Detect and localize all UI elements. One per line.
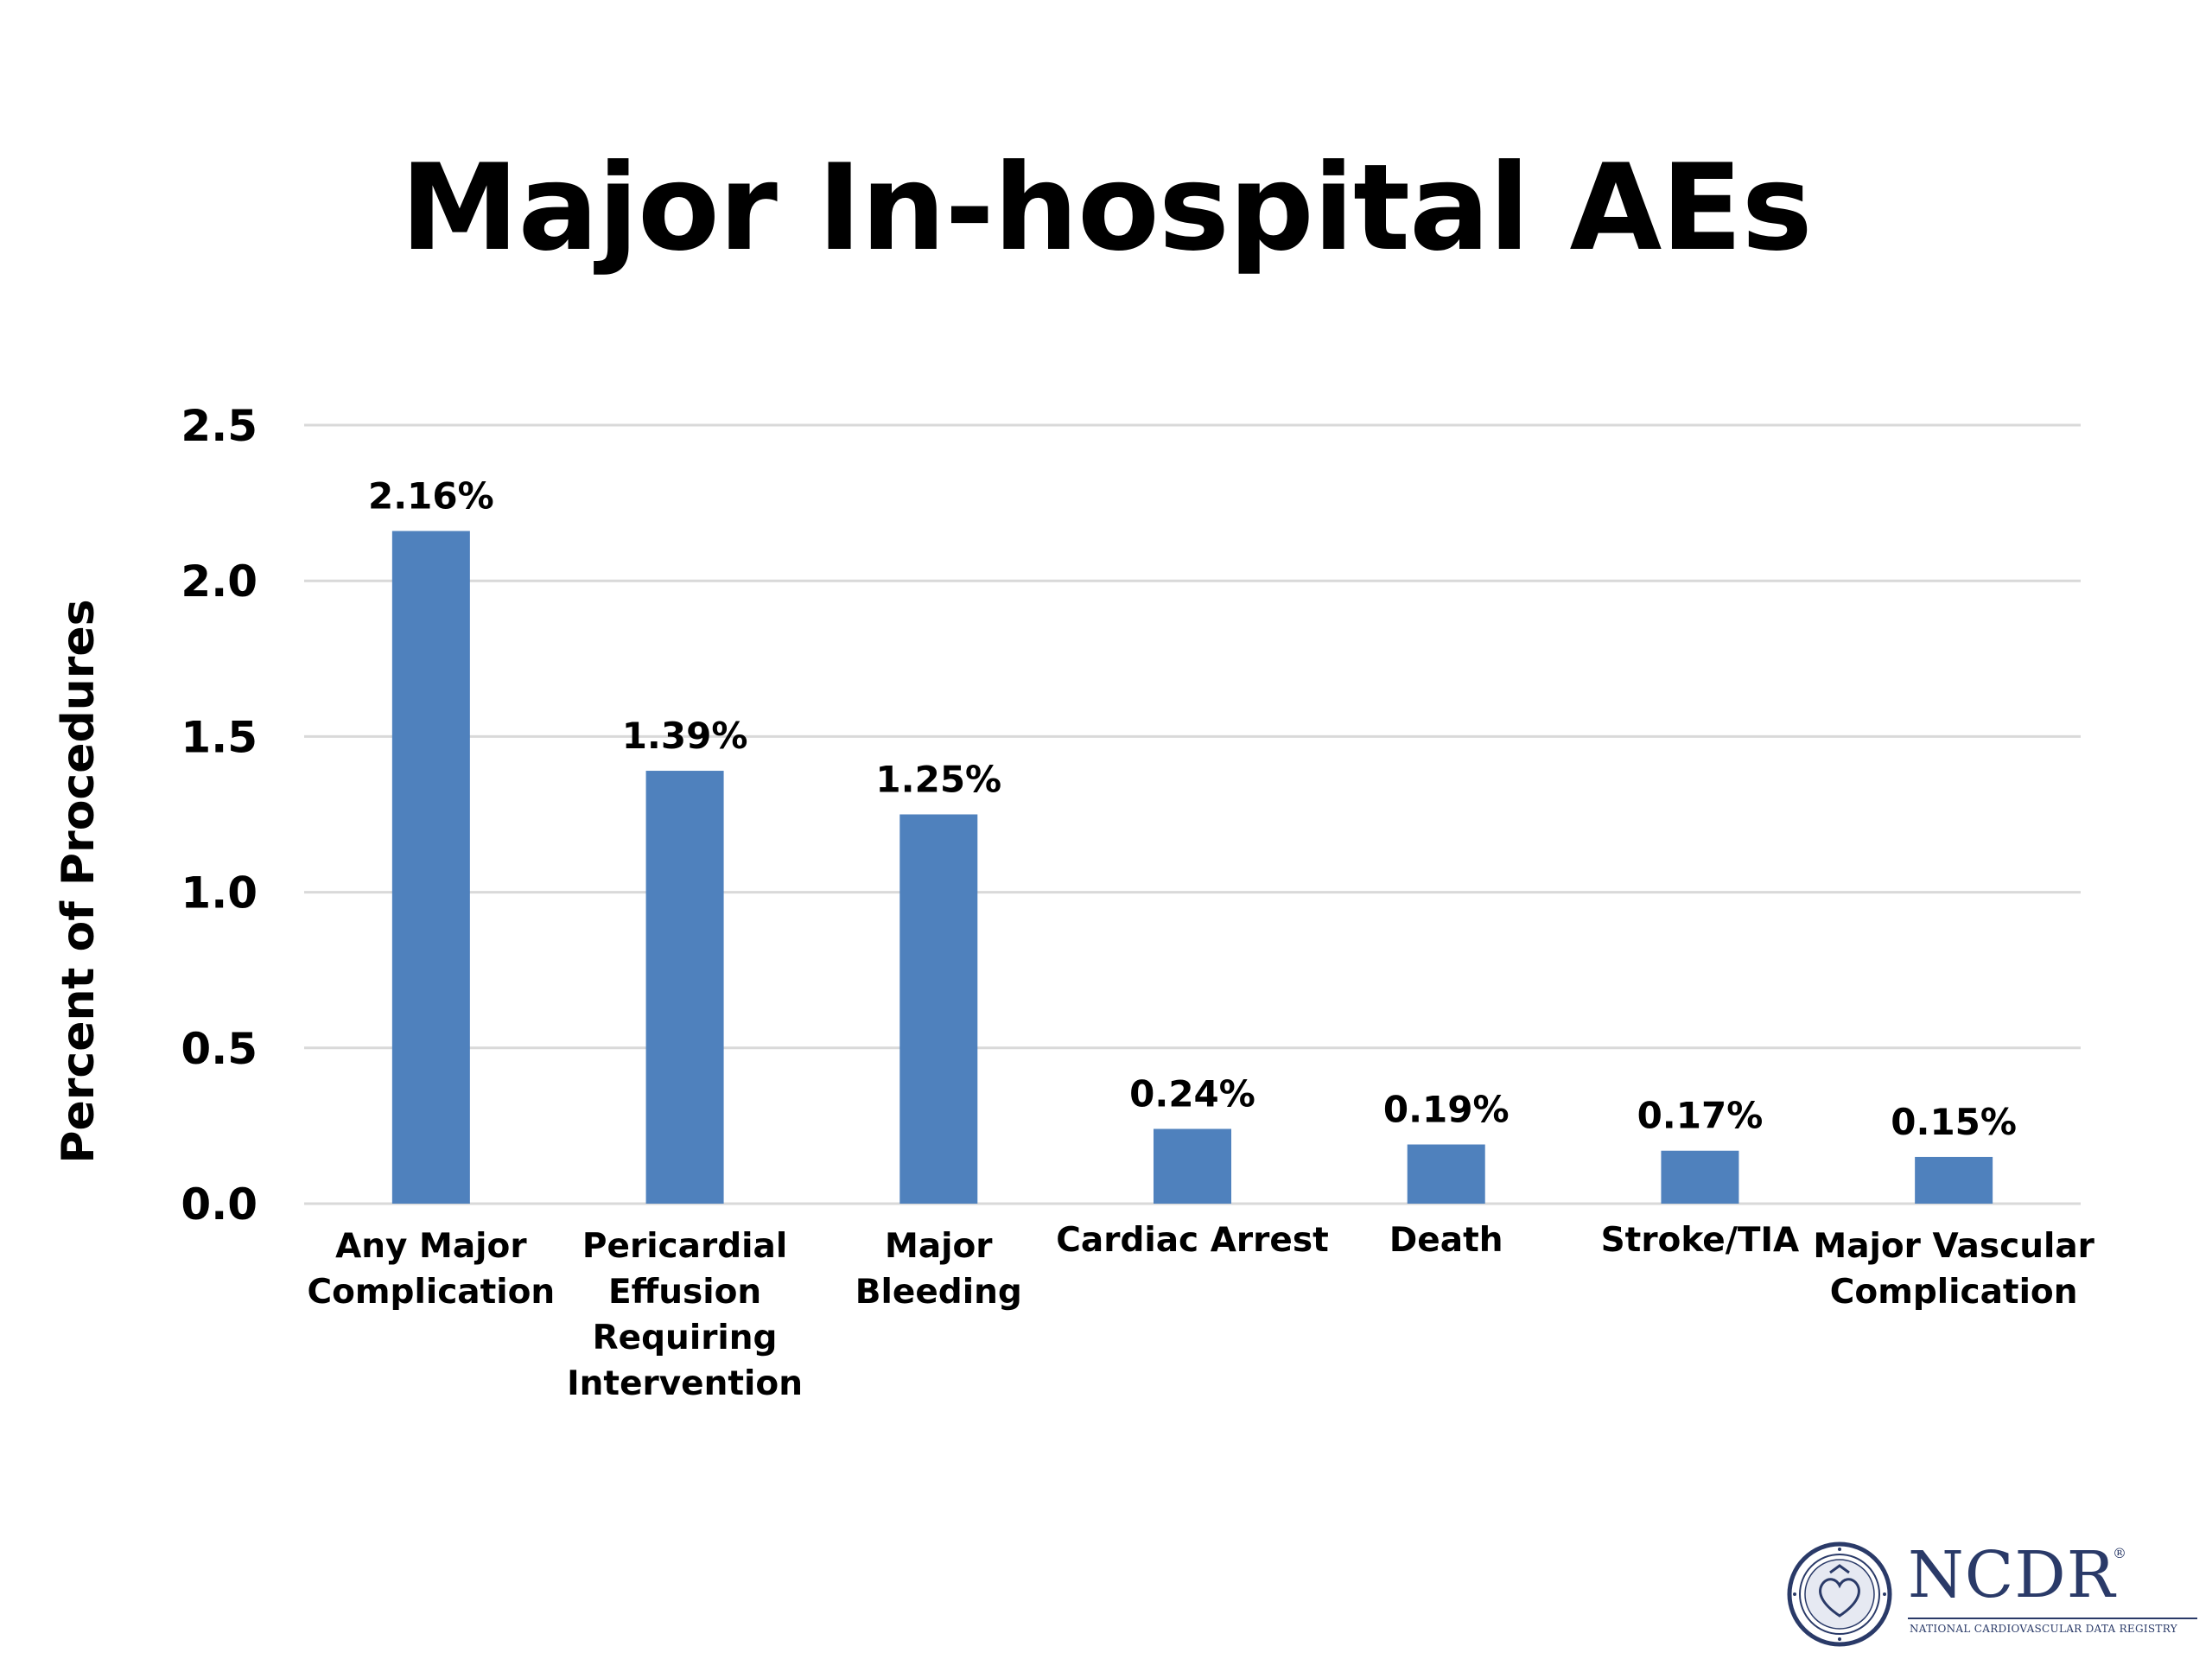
ncdr-wordmark: NCDR [1908,1538,2116,1612]
y-tick-label: 2.5 [181,401,257,451]
bar [1407,1144,1485,1204]
ncdr-logo: NCDR ® NATIONAL CARDIOVASCULAR DATA REGI… [1780,1538,2203,1650]
x-tick-label: Any Major Complication [307,1227,555,1312]
data-label: 0.17% [1637,1095,1764,1137]
data-label: 0.24% [1129,1073,1255,1116]
y-tick-label: 0.5 [181,1024,257,1074]
bar [1154,1128,1231,1204]
y-tick-label: 1.0 [181,868,257,918]
acc-seal-icon [1787,1541,1892,1647]
bar [1661,1150,1739,1204]
y-axis-label: Percent of Procedures [53,599,105,1163]
bar [391,531,470,1204]
x-tick-label: Stroke/TIA [1601,1221,1800,1260]
y-axis-ticks: 0.0 0.5 1.0 1.5 2.0 2.5 [181,401,257,1230]
data-label: 0.15% [1891,1101,2017,1143]
data-label: 1.39% [622,715,748,757]
data-labels: 2.16% 1.39% 1.25% 0.24% 0.19% 0.17% 0.15% [368,475,2017,1143]
y-tick-label: 0.0 [181,1179,257,1230]
ncdr-tagline: NATIONAL CARDIOVASCULAR DATA REGISTRY [1910,1623,2177,1635]
bar [1915,1156,1993,1204]
registered-mark: ® [2113,1545,2126,1561]
x-tick-label: Major Vascular Complication [1813,1227,2094,1312]
bar-chart: 2.16%1.39%1.25%0.24% 0.19% 0.17% 0.15% 0.00… [53,401,2095,1403]
data-label: 2.16% [368,475,494,518]
gridlines [304,423,2081,1205]
x-tick-label: Pericardial Effusion Requiring Intervention [567,1227,803,1403]
bars [391,531,1993,1204]
chart-title: Major In-hospital AEs [400,138,1812,277]
bar [899,814,978,1204]
x-tick-label: Cardiac Arrest [1056,1221,1328,1260]
y-tick-label: 1.5 [181,712,257,762]
x-tick-label: Major Bleeding [855,1227,1022,1312]
logo-divider [1908,1618,2197,1619]
bar [645,771,724,1204]
data-label: 0.19% [1383,1089,1510,1131]
data-label: 1.25% [875,759,1001,801]
x-tick-label: Death [1389,1221,1503,1260]
y-tick-label: 2.0 [181,556,257,607]
